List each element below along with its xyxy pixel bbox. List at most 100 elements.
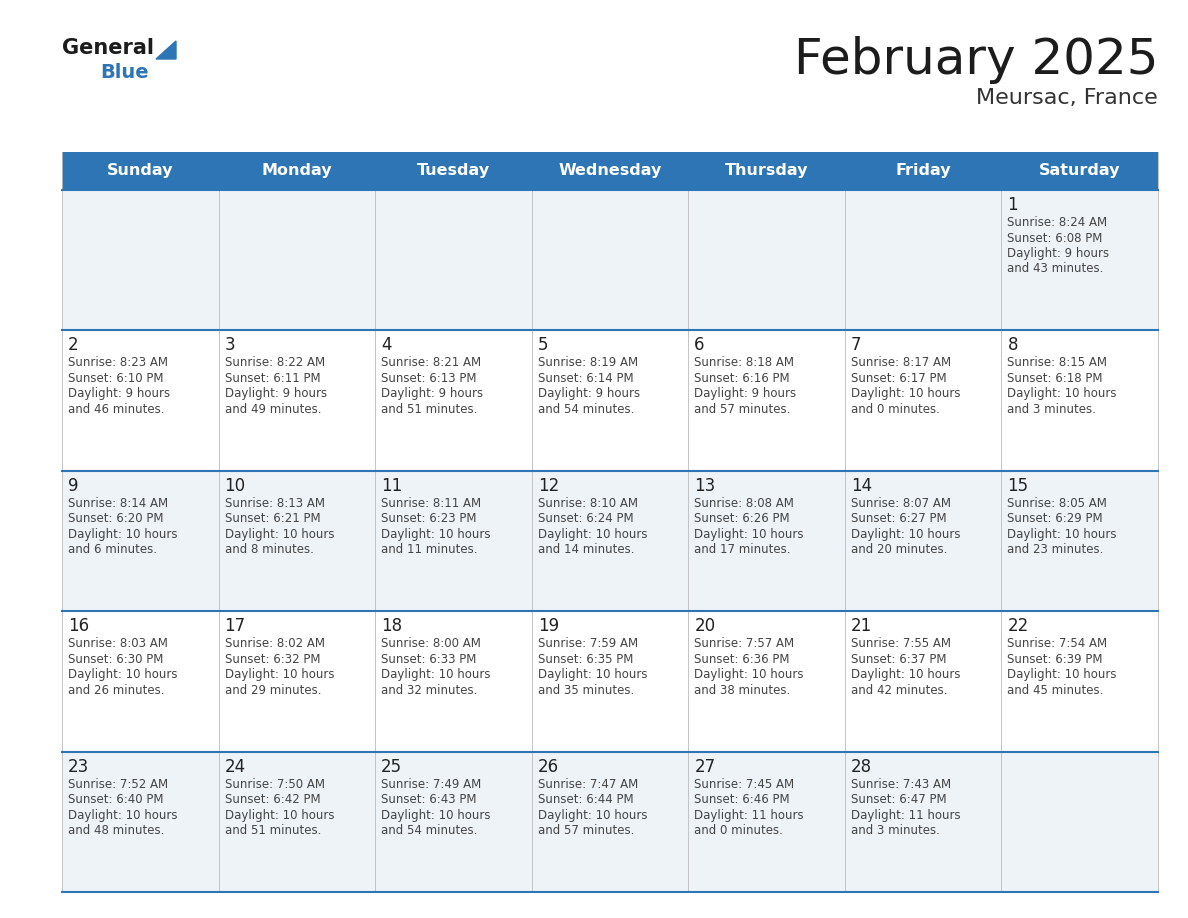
- Text: Daylight: 10 hours: Daylight: 10 hours: [851, 387, 960, 400]
- Text: 17: 17: [225, 617, 246, 635]
- Text: Sunset: 6:23 PM: Sunset: 6:23 PM: [381, 512, 476, 525]
- Text: Sunrise: 8:24 AM: Sunrise: 8:24 AM: [1007, 216, 1107, 229]
- Bar: [62, 611, 1158, 752]
- Text: and 57 minutes.: and 57 minutes.: [694, 403, 791, 416]
- Text: Daylight: 10 hours: Daylight: 10 hours: [225, 528, 334, 541]
- Text: Sunset: 6:35 PM: Sunset: 6:35 PM: [538, 653, 633, 666]
- Text: 6: 6: [694, 336, 704, 354]
- Text: 2: 2: [68, 336, 78, 354]
- Text: 14: 14: [851, 476, 872, 495]
- Text: and 57 minutes.: and 57 minutes.: [538, 824, 634, 837]
- Text: Sunset: 6:46 PM: Sunset: 6:46 PM: [694, 793, 790, 806]
- Text: and 8 minutes.: and 8 minutes.: [225, 543, 314, 556]
- Text: Sunset: 6:13 PM: Sunset: 6:13 PM: [381, 372, 476, 385]
- Text: Sunset: 6:40 PM: Sunset: 6:40 PM: [68, 793, 164, 806]
- Text: Sunrise: 7:59 AM: Sunrise: 7:59 AM: [538, 637, 638, 650]
- Text: and 45 minutes.: and 45 minutes.: [1007, 684, 1104, 697]
- Text: Daylight: 10 hours: Daylight: 10 hours: [538, 809, 647, 822]
- Bar: [62, 752, 1158, 892]
- Text: 11: 11: [381, 476, 403, 495]
- Text: and 14 minutes.: and 14 minutes.: [538, 543, 634, 556]
- Text: 5: 5: [538, 336, 548, 354]
- Text: Sunrise: 7:43 AM: Sunrise: 7:43 AM: [851, 778, 950, 790]
- Text: and 11 minutes.: and 11 minutes.: [381, 543, 478, 556]
- Text: Sunrise: 7:47 AM: Sunrise: 7:47 AM: [538, 778, 638, 790]
- Text: Sunset: 6:16 PM: Sunset: 6:16 PM: [694, 372, 790, 385]
- Text: and 54 minutes.: and 54 minutes.: [381, 824, 478, 837]
- Text: Daylight: 10 hours: Daylight: 10 hours: [225, 668, 334, 681]
- Text: Daylight: 10 hours: Daylight: 10 hours: [381, 668, 491, 681]
- Text: Sunset: 6:26 PM: Sunset: 6:26 PM: [694, 512, 790, 525]
- Bar: [62, 330, 1158, 471]
- Text: and 26 minutes.: and 26 minutes.: [68, 684, 164, 697]
- Text: Sunrise: 8:13 AM: Sunrise: 8:13 AM: [225, 497, 324, 509]
- Text: 15: 15: [1007, 476, 1029, 495]
- Text: 28: 28: [851, 757, 872, 776]
- Text: and 38 minutes.: and 38 minutes.: [694, 684, 790, 697]
- Text: Sunrise: 8:18 AM: Sunrise: 8:18 AM: [694, 356, 795, 369]
- Text: General: General: [62, 38, 154, 58]
- Text: Daylight: 10 hours: Daylight: 10 hours: [381, 809, 491, 822]
- Text: Sunrise: 8:21 AM: Sunrise: 8:21 AM: [381, 356, 481, 369]
- Text: Sunset: 6:44 PM: Sunset: 6:44 PM: [538, 793, 633, 806]
- Text: Daylight: 10 hours: Daylight: 10 hours: [1007, 528, 1117, 541]
- Text: Daylight: 10 hours: Daylight: 10 hours: [851, 528, 960, 541]
- Text: 27: 27: [694, 757, 715, 776]
- Text: Sunset: 6:24 PM: Sunset: 6:24 PM: [538, 512, 633, 525]
- Text: and 6 minutes.: and 6 minutes.: [68, 543, 157, 556]
- Text: Monday: Monday: [261, 163, 333, 178]
- Text: Sunset: 6:36 PM: Sunset: 6:36 PM: [694, 653, 790, 666]
- Text: and 32 minutes.: and 32 minutes.: [381, 684, 478, 697]
- Text: Sunrise: 7:45 AM: Sunrise: 7:45 AM: [694, 778, 795, 790]
- Text: Sunset: 6:32 PM: Sunset: 6:32 PM: [225, 653, 320, 666]
- Text: Sunrise: 7:49 AM: Sunrise: 7:49 AM: [381, 778, 481, 790]
- Text: Daylight: 9 hours: Daylight: 9 hours: [225, 387, 327, 400]
- Text: Tuesday: Tuesday: [417, 163, 489, 178]
- Text: 25: 25: [381, 757, 403, 776]
- Text: 24: 24: [225, 757, 246, 776]
- Text: and 3 minutes.: and 3 minutes.: [851, 824, 940, 837]
- Text: 4: 4: [381, 336, 392, 354]
- Text: Daylight: 9 hours: Daylight: 9 hours: [1007, 247, 1110, 260]
- Text: Sunset: 6:47 PM: Sunset: 6:47 PM: [851, 793, 947, 806]
- Text: Sunrise: 7:50 AM: Sunrise: 7:50 AM: [225, 778, 324, 790]
- Text: Sunset: 6:08 PM: Sunset: 6:08 PM: [1007, 231, 1102, 244]
- Text: Meursac, France: Meursac, France: [977, 88, 1158, 108]
- Text: Daylight: 10 hours: Daylight: 10 hours: [1007, 668, 1117, 681]
- Text: Sunrise: 8:23 AM: Sunrise: 8:23 AM: [68, 356, 168, 369]
- Text: Sunset: 6:20 PM: Sunset: 6:20 PM: [68, 512, 164, 525]
- Text: Daylight: 10 hours: Daylight: 10 hours: [538, 528, 647, 541]
- Text: Blue: Blue: [100, 63, 148, 82]
- Text: Sunset: 6:27 PM: Sunset: 6:27 PM: [851, 512, 947, 525]
- Text: Sunrise: 8:02 AM: Sunrise: 8:02 AM: [225, 637, 324, 650]
- Text: Daylight: 10 hours: Daylight: 10 hours: [68, 528, 177, 541]
- Bar: [62, 190, 1158, 330]
- Text: and 51 minutes.: and 51 minutes.: [381, 403, 478, 416]
- Text: Daylight: 10 hours: Daylight: 10 hours: [68, 668, 177, 681]
- Text: 9: 9: [68, 476, 78, 495]
- Text: and 0 minutes.: and 0 minutes.: [694, 824, 783, 837]
- Text: Sunset: 6:18 PM: Sunset: 6:18 PM: [1007, 372, 1102, 385]
- Text: 21: 21: [851, 617, 872, 635]
- Text: Sunset: 6:10 PM: Sunset: 6:10 PM: [68, 372, 164, 385]
- Text: 16: 16: [68, 617, 89, 635]
- Bar: [62, 471, 1158, 611]
- Text: 10: 10: [225, 476, 246, 495]
- Text: Saturday: Saturday: [1040, 163, 1120, 178]
- Text: 1: 1: [1007, 196, 1018, 214]
- Text: Sunset: 6:30 PM: Sunset: 6:30 PM: [68, 653, 164, 666]
- Text: Sunset: 6:21 PM: Sunset: 6:21 PM: [225, 512, 321, 525]
- Text: and 46 minutes.: and 46 minutes.: [68, 403, 164, 416]
- Text: 12: 12: [538, 476, 560, 495]
- Text: 13: 13: [694, 476, 715, 495]
- Text: Sunrise: 8:00 AM: Sunrise: 8:00 AM: [381, 637, 481, 650]
- Bar: [62, 152, 1158, 190]
- Text: Daylight: 10 hours: Daylight: 10 hours: [694, 668, 804, 681]
- Text: Wednesday: Wednesday: [558, 163, 662, 178]
- Text: Daylight: 10 hours: Daylight: 10 hours: [381, 528, 491, 541]
- Text: Sunset: 6:17 PM: Sunset: 6:17 PM: [851, 372, 947, 385]
- Text: Daylight: 10 hours: Daylight: 10 hours: [1007, 387, 1117, 400]
- Text: Sunset: 6:14 PM: Sunset: 6:14 PM: [538, 372, 633, 385]
- Text: Sunrise: 7:57 AM: Sunrise: 7:57 AM: [694, 637, 795, 650]
- Text: Daylight: 9 hours: Daylight: 9 hours: [694, 387, 796, 400]
